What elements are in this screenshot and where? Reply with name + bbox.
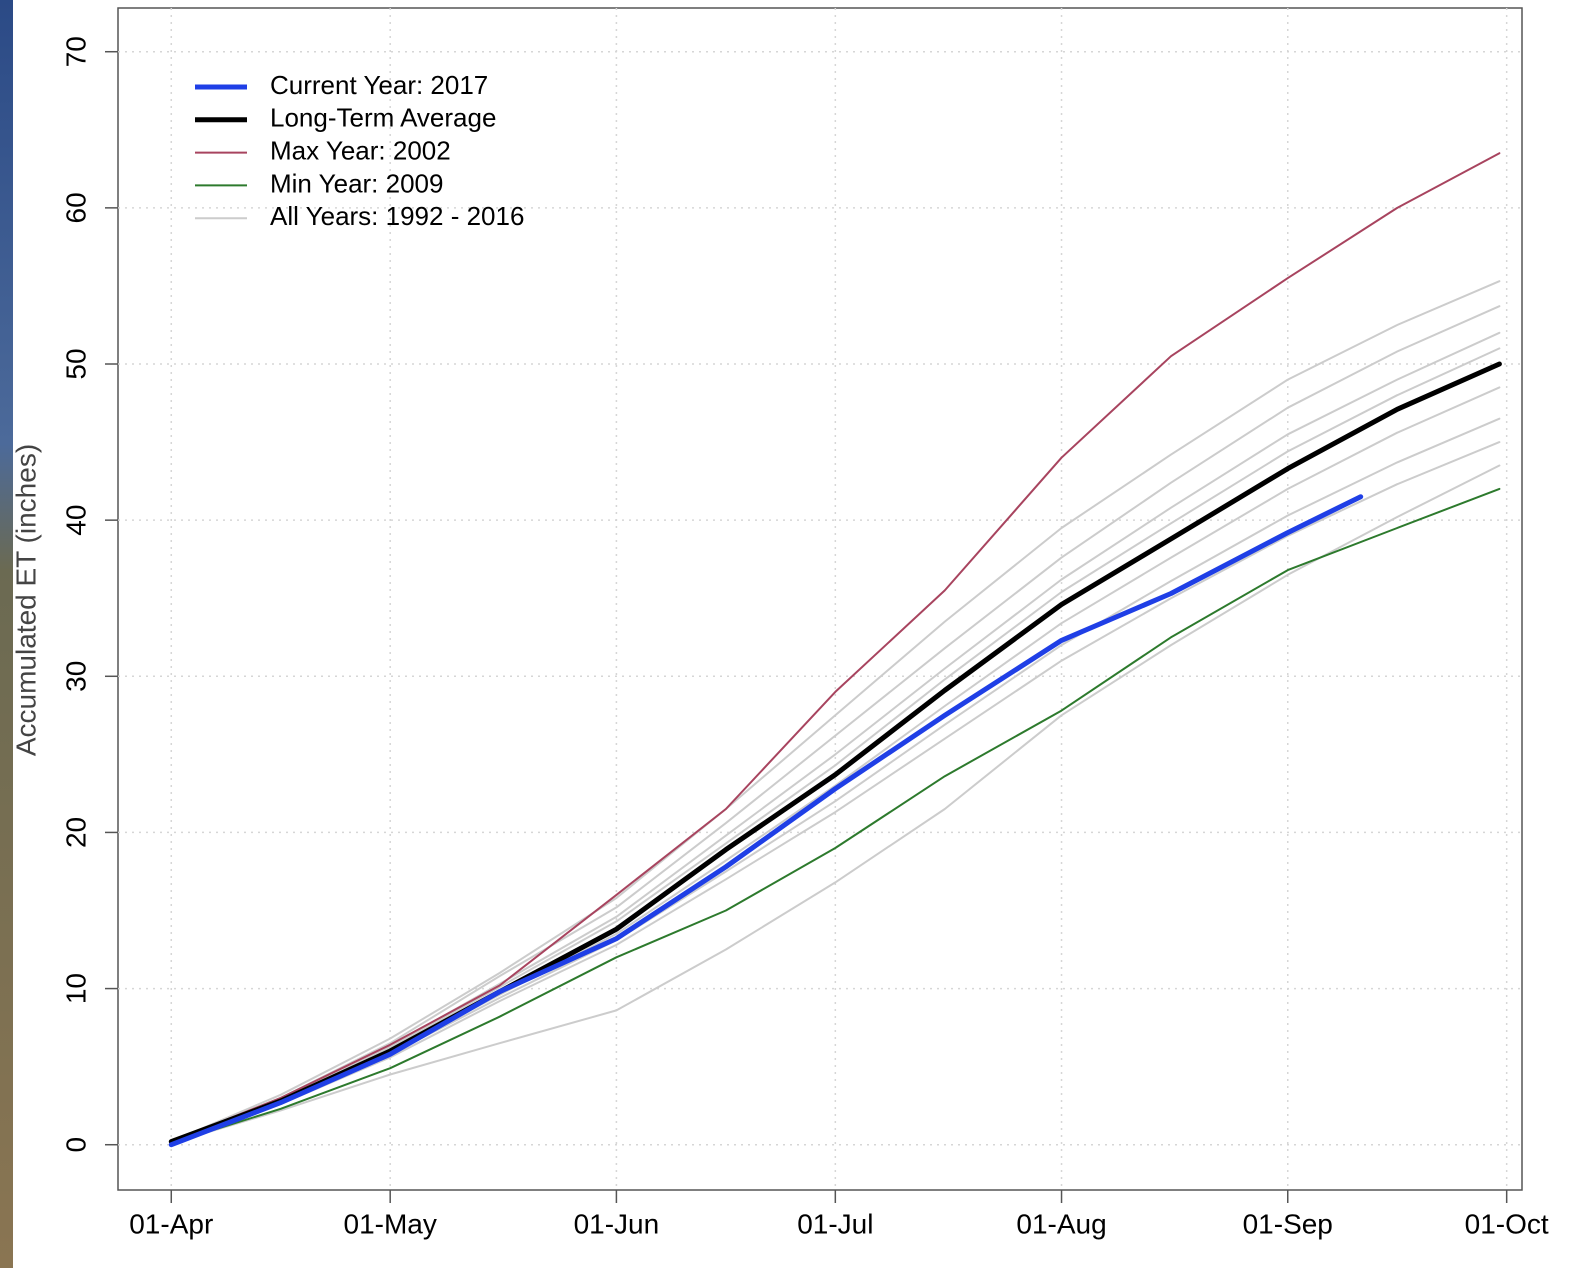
legend-label: Max Year: 2002 (270, 135, 451, 165)
series-line (168, 494, 1364, 1148)
x-tick-label: 01-May (344, 1208, 437, 1239)
x-tick-label: 01-Jul (797, 1208, 873, 1239)
legend-label: All Years: 1992 - 2016 (270, 201, 524, 231)
x-tick-label: 01-Sep (1243, 1208, 1333, 1239)
background-strip (0, 0, 13, 1268)
series-line (170, 152, 1501, 1143)
legend-label: Current Year: 2017 (270, 70, 488, 100)
y-tick-label: 50 (60, 348, 91, 379)
x-tick-label: 01-Jun (574, 1208, 660, 1239)
x-tick-label: 01-Apr (129, 1208, 213, 1239)
legend-label: Long-Term Average (270, 103, 496, 133)
y-tick-label: 20 (60, 817, 91, 848)
x-tick-label: 01-Oct (1465, 1208, 1549, 1239)
background-year-line (170, 464, 1501, 1145)
plot-frame (117, 7, 1523, 1191)
background-year-line (170, 441, 1501, 1143)
y-tick-label: 0 (60, 1137, 91, 1153)
background-year-line (170, 347, 1501, 1143)
legend-label: Min Year: 2009 (270, 168, 443, 198)
y-tick-label: 60 (60, 192, 91, 223)
y-tick-label: 70 (60, 36, 91, 67)
background-year-line (170, 280, 1501, 1143)
x-tick-label: 01-Aug (1016, 1208, 1106, 1239)
y-tick-label: 30 (60, 661, 91, 692)
series-line (168, 361, 1502, 1145)
y-axis-label: Accumulated ET (inches) (10, 444, 41, 756)
series-line (170, 487, 1501, 1145)
background-year-line (170, 331, 1501, 1143)
y-tick-label: 10 (60, 973, 91, 1004)
background-year-line (170, 305, 1501, 1143)
y-tick-label: 40 (60, 505, 91, 536)
